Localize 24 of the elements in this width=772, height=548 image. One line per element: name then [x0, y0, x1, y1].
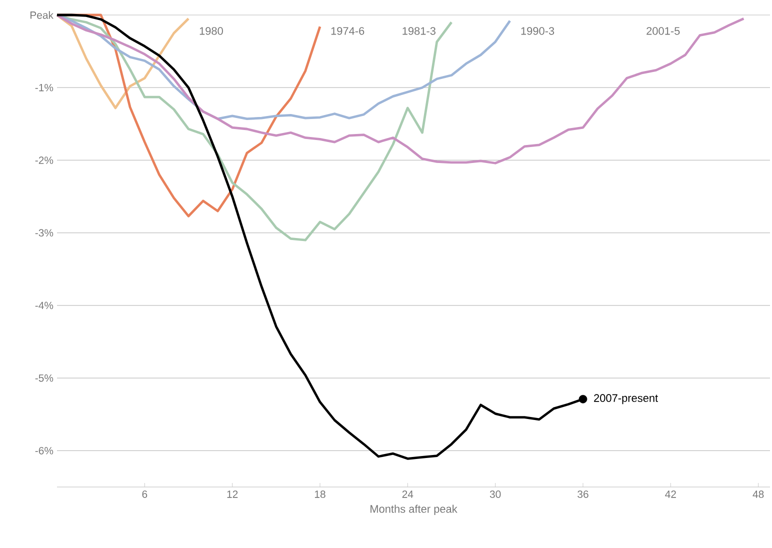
y-tick-label: -1%	[35, 84, 54, 92]
y-tick-label: -5%	[35, 374, 54, 382]
x-tick-label: 12	[227, 490, 238, 498]
x-tick-label: 24	[402, 490, 414, 498]
x-tick-label: 48	[752, 490, 764, 498]
y-tick-label: -2%	[35, 156, 54, 164]
series-label: 2001-5	[646, 27, 680, 35]
series-label: 1990-3	[521, 27, 554, 35]
x-tick-label: 42	[665, 490, 676, 498]
x-axis-title: Months after peak	[370, 504, 458, 515]
y-tick-label: -4%	[35, 302, 54, 310]
y-tick-label: Peak	[30, 11, 54, 19]
series-label: 1981-3	[402, 27, 436, 35]
y-tick-label: -6%	[35, 446, 54, 454]
x-tick-label: 18	[314, 490, 326, 498]
x-tick-label: 30	[490, 490, 501, 498]
line-series	[56, 14, 745, 164]
line-series	[56, 14, 190, 110]
y-tick-label: -3%	[35, 229, 54, 237]
x-tick-label: 6	[142, 490, 148, 498]
x-tick-label: 36	[578, 490, 588, 498]
series-label: 1980	[200, 27, 223, 35]
series-label: 2007-present	[594, 394, 658, 404]
series-label: 1974-6	[331, 27, 364, 35]
